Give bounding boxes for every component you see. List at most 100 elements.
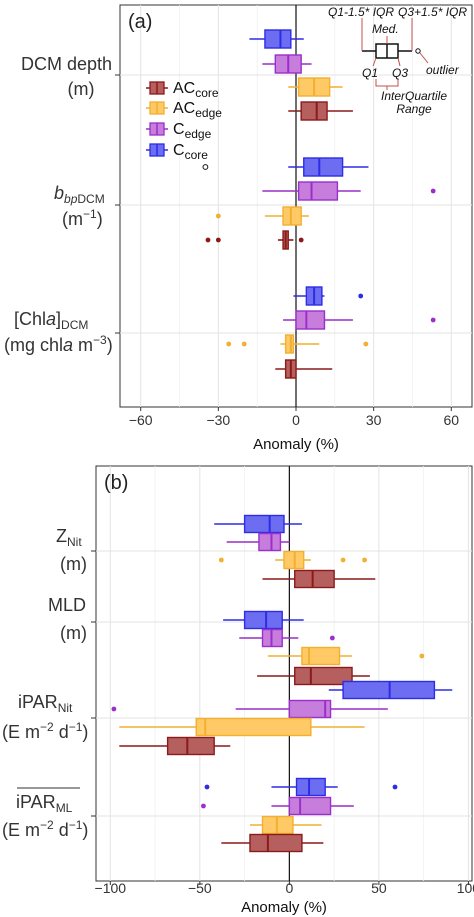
box-outlier [205,237,211,243]
box-iqr [264,29,292,49]
box-iqr [166,736,215,756]
boxplot-ac-edge [249,815,322,835]
boxplot-ac-edge [215,206,309,226]
panel-a-grid [115,5,472,407]
boxplot-ac-core [221,833,324,853]
box-outlier [215,213,221,219]
boxplot-c-edge [262,181,436,201]
panel-b-xlabel: Anomaly (%) [241,899,327,916]
legend-item-c-edge: Cedge [146,121,212,141]
legend-label: ACcore [173,80,219,100]
box-iqr [297,181,339,201]
key-median-label: Med. [372,22,399,36]
key-iqr-label-1: InterQuartile [381,89,447,103]
panel-b-x-ticks: −100 −50 0 50 100 [95,880,474,896]
x-tick-label: −100 [95,880,127,896]
panel-b-boxes [111,514,453,853]
x-tick-label: 100 [457,880,474,896]
boxplot-ac-edge [288,77,343,97]
panel-b-frame [95,465,473,882]
box-outlier [298,237,304,243]
a-cat-dcm-depth-unit: (m) [68,79,95,99]
legend-label: ACedge [173,100,222,120]
a-cat-dcm-depth-name: DCM depth [21,54,112,74]
legend-label: Cedge [173,121,212,141]
boxplot-c-edge [262,54,312,74]
panel-a-xlabel: Anomaly (%) [253,436,339,453]
key-iqr-label-2: Range [396,102,432,116]
boxplot-ac-core [288,101,353,121]
x-tick-label: −50 [188,880,212,896]
box-outlier [430,188,436,194]
boxplot-ac-edge [119,717,365,737]
key-whisker-low-label: Q1-1.5* IQR [328,5,394,19]
b-cat-iparml-unit: (E m−2 d−1) [2,818,88,840]
box-iqr [249,833,303,853]
box-iqr [300,101,328,121]
box-iqr [303,157,344,177]
boxplot-c-edge [226,532,290,552]
box-iqr [195,717,312,737]
panel-a-label: (a) [128,11,152,33]
boxplot-c-edge [239,628,335,648]
legend-label: Ccore [173,142,208,162]
key-connector-q1 [372,57,377,67]
boxplot-c-core [214,514,302,534]
panel-b-label: (b) [104,472,128,494]
box-outlier [392,784,398,790]
box-outlier [363,341,369,347]
x-tick-label: 30 [366,412,382,428]
boxplot-ac-core [205,230,304,250]
boxplot-ac-core [275,359,333,379]
b-cat-znit-name: ZNit [56,526,82,549]
box-outlier [329,635,335,641]
a-cat-chla-name: [Chla]DCM [14,309,88,332]
box-iqr [288,796,332,816]
boxplot-ac-edge [218,550,367,570]
box-outlier [430,317,436,323]
box-outlier [218,557,224,563]
a-cat-chla-unit: (mg chla m−3) [4,333,113,355]
box-outlier [362,557,367,563]
boxplot-ac-core [257,666,370,686]
b-cat-mld-name: MLD [48,595,86,615]
boxplot-c-edge [201,796,354,816]
boxplot-c-edge [283,310,436,330]
key-q3-label: Q3 [392,66,408,80]
box-iqr [288,699,332,719]
panel-b: (b) ZNit (m) MLD (m) iPARNit (E m−2 d−1)… [2,465,474,916]
b-cat-iparml-name: iPARML [16,792,73,815]
box-iqr [243,514,285,534]
boxplot-c-core [249,29,304,49]
box-iqr [282,206,302,226]
x-tick-label: 60 [444,412,460,428]
box-outlier [226,341,232,347]
legend-item-c-core: Ccore [146,142,208,162]
boxplot-c-core [223,610,304,630]
key-connector-outlier [419,52,429,64]
box-iqr [284,334,295,354]
key-q1-label: Q1 [362,66,378,80]
box-iqr [301,646,341,666]
x-tick-label: 0 [292,412,300,428]
box-outlier [340,557,346,563]
boxplot-c-core [202,157,369,177]
legend-item-ac-edge: ACedge [146,100,222,120]
x-tick-label: −60 [129,412,153,428]
panel-a: (a) DCM depth (m) bbpDCM (m−1) [Chla]DCM… [4,4,473,453]
box-iqr [295,777,326,797]
panel-a-x-ticks: −60 −30 0 30 60 [129,407,459,428]
box-outlier [215,237,221,243]
key-whisker-high-label: Q3+1.5* IQR [398,5,467,19]
box-iqr [295,310,326,330]
boxplot-ac-edge [226,334,369,354]
box-outlier [201,803,206,809]
key-connector-q3 [397,57,401,67]
box-iqr [294,569,335,589]
boxplot-c-edge [111,699,388,719]
box-outlier [419,653,425,659]
a-cat-bbp-name: bbpDCM [54,183,105,206]
boxplot-c-core [293,286,364,306]
